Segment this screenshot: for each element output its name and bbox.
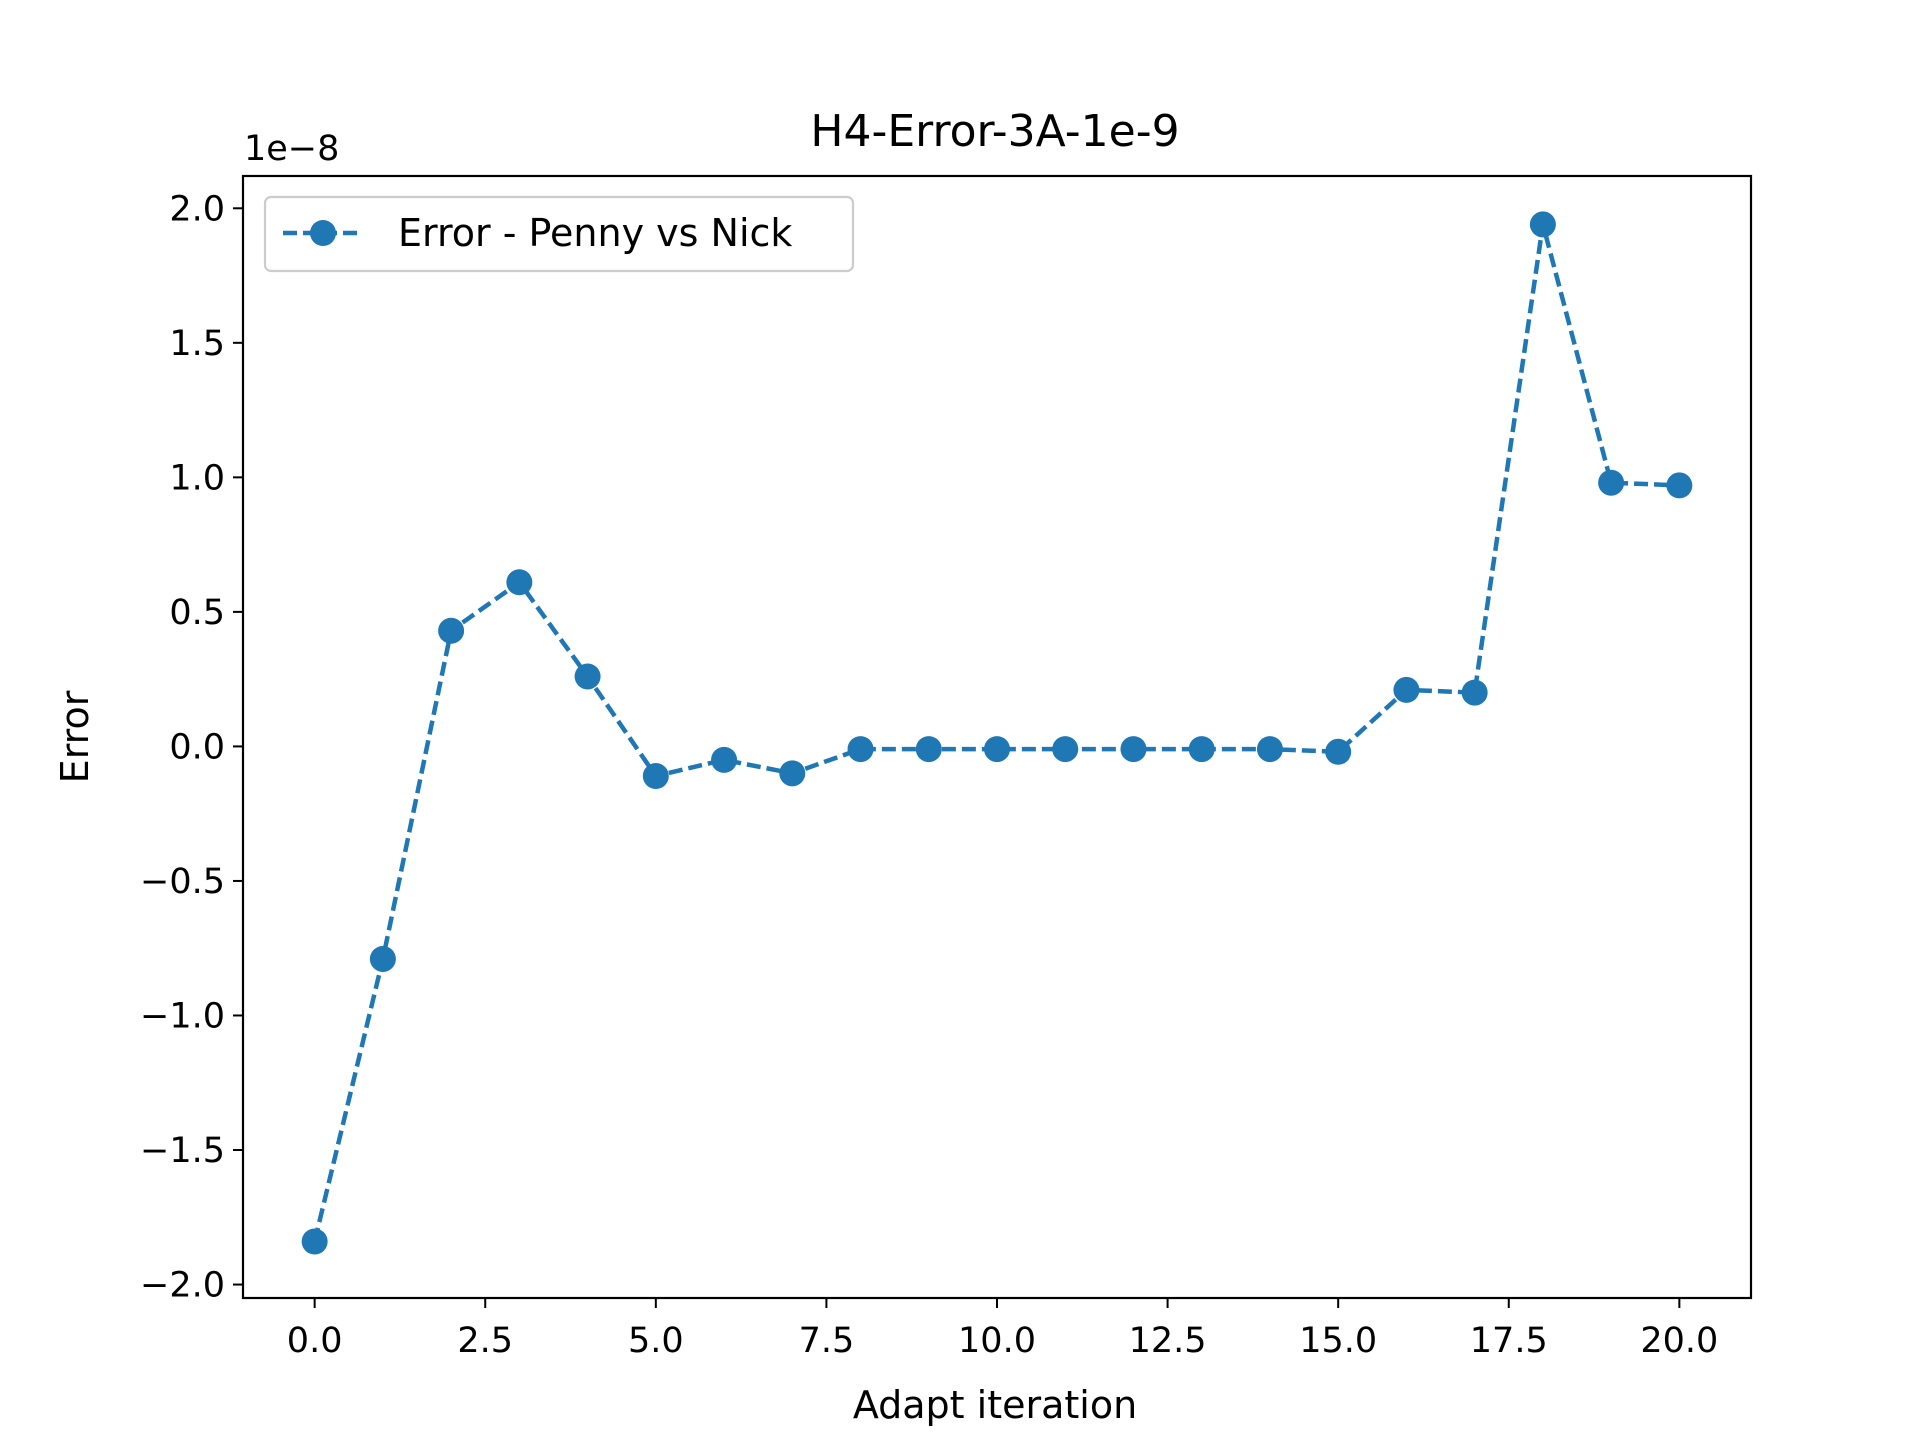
legend: Error - Penny vs Nick xyxy=(263,195,855,273)
data-point xyxy=(711,746,738,773)
data-point xyxy=(1393,676,1420,703)
y-tick-label: −2.0 xyxy=(140,1266,225,1306)
plot-frame xyxy=(241,174,1753,1300)
y-axis-label: Error xyxy=(53,690,97,783)
y-axis-ticks: −2.0 −1.5 −1.0 −0.5 0.0 0.5 1.0 1.5 2.0 xyxy=(140,189,243,1306)
data-point xyxy=(1052,736,1079,763)
data-point xyxy=(642,763,669,790)
y-tick-label: 2.0 xyxy=(169,189,225,229)
data-point xyxy=(1120,736,1147,763)
y-tick-label: −0.5 xyxy=(140,862,225,902)
x-tick-label: 17.5 xyxy=(1470,1321,1548,1361)
data-point xyxy=(915,736,942,763)
y-tick-label: −1.0 xyxy=(140,996,225,1036)
y-offset-label: 1e−8 xyxy=(244,129,339,169)
y-tick-label: 0.5 xyxy=(169,593,225,633)
data-point xyxy=(1666,472,1693,499)
x-tick-label: 5.0 xyxy=(628,1321,684,1361)
data-point xyxy=(1188,736,1215,763)
data-point xyxy=(779,760,806,787)
chart-title: H4-Error-3A-1e-9 xyxy=(810,106,1179,157)
x-tick-label: 15.0 xyxy=(1299,1321,1377,1361)
x-tick-label: 12.5 xyxy=(1129,1321,1207,1361)
series-line xyxy=(312,222,1680,1243)
data-point xyxy=(369,945,396,972)
y-tick-label: 1.0 xyxy=(169,458,225,498)
series-layer xyxy=(301,211,1693,1255)
data-point xyxy=(574,663,601,690)
legend-box xyxy=(263,195,855,273)
x-tick-label: 2.5 xyxy=(457,1321,513,1361)
data-point xyxy=(506,569,533,596)
data-point xyxy=(438,617,465,644)
legend-marker-swatch xyxy=(310,220,336,246)
x-axis-label: Adapt iteration xyxy=(853,1383,1137,1427)
data-point xyxy=(1461,679,1488,706)
data-point xyxy=(1529,211,1556,238)
data-point xyxy=(1598,469,1625,496)
data-point xyxy=(301,1228,328,1255)
legend-label: Error - Penny vs Nick xyxy=(398,211,792,255)
y-tick-label: 0.0 xyxy=(169,727,225,767)
data-point xyxy=(1325,738,1352,765)
x-tick-label: 0.0 xyxy=(287,1321,343,1361)
x-tick-label: 20.0 xyxy=(1640,1321,1718,1361)
x-tick-label: 7.5 xyxy=(799,1321,855,1361)
x-axis-ticks: 0.0 2.5 5.0 7.5 10.0 12.5 15.0 17.5 20.0 xyxy=(287,1298,1718,1361)
x-tick-label: 10.0 xyxy=(958,1321,1036,1361)
y-tick-label: −1.5 xyxy=(140,1131,225,1171)
data-point xyxy=(1256,736,1283,763)
y-tick-label: 1.5 xyxy=(169,324,225,364)
data-point xyxy=(984,736,1010,763)
data-point xyxy=(847,736,874,763)
